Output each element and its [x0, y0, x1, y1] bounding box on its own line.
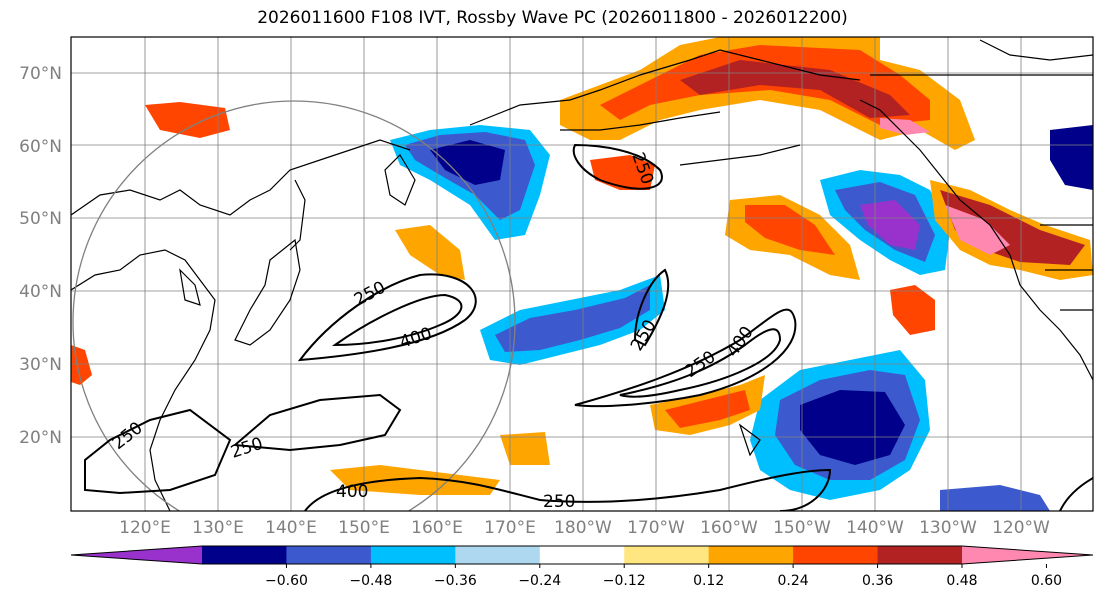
colorbar-tick-label: 0.60	[1031, 573, 1062, 589]
negative-anomaly-southeast-bottom	[940, 485, 1050, 511]
positive-anomaly-japan-sea	[395, 225, 465, 280]
colorbar-segment	[202, 546, 287, 564]
lat-label: 70°N	[19, 64, 62, 84]
positive-anomaly-bc-core	[940, 190, 1085, 265]
positive-anomaly-left-edge	[71, 345, 92, 385]
map-title: 2026011600 F108 IVT, Rossby Wave PC (202…	[257, 8, 848, 28]
latitude-labels: 70°N 60°N 50°N 40°N 30°N 20°N	[19, 64, 62, 448]
map-frame	[70, 36, 1094, 512]
ivt-contours	[84, 143, 1093, 511]
colorbar-tick-label: 0.48	[946, 573, 977, 589]
colorbar-extend-max	[962, 546, 1093, 564]
lon-label: 170°E	[484, 518, 536, 538]
negative-anomaly-hawaii-peak	[800, 390, 905, 465]
lat-label: 40°N	[19, 282, 62, 302]
positive-anomaly-small-west	[145, 102, 230, 138]
coastlines	[71, 39, 1093, 511]
colorbar-segment	[877, 546, 963, 564]
colorbar-tick-label: −0.36	[434, 573, 477, 589]
colorbar-segment	[708, 546, 794, 564]
lon-label: 120°W	[992, 518, 1050, 538]
lon-label: 170°W	[627, 518, 685, 538]
colorbar-segment	[793, 546, 879, 564]
lon-label: 160°W	[700, 518, 758, 538]
lat-label: 30°N	[19, 355, 62, 375]
lon-label: 150°W	[773, 518, 831, 538]
lon-label: 130°W	[919, 518, 977, 538]
reference-circle	[72, 100, 516, 511]
contour-label: 400	[336, 482, 368, 502]
positive-anomaly-central-pacific-core	[745, 205, 835, 255]
positive-anomaly-east-coast	[890, 285, 935, 335]
lon-label: 180°W	[554, 518, 612, 538]
lon-label: 160°E	[411, 518, 463, 538]
lat-label: 50°N	[19, 209, 62, 229]
colorbar-tick-label: 0.24	[778, 573, 809, 589]
colorbar-tick-label: −0.12	[603, 573, 646, 589]
colorbar: −0.60 −0.48 −0.36 −0.24 −0.12 0.12 0.24 0.36 0.4…	[70, 545, 1094, 589]
lon-label: 140°W	[846, 518, 904, 538]
colorbar-segment	[455, 546, 541, 564]
lat-label: 20°N	[19, 428, 62, 448]
lon-label: 130°E	[192, 518, 244, 538]
contour-label: 250	[543, 492, 575, 512]
colorbar-tick-label: −0.60	[265, 573, 308, 589]
colorbar-tick-label: −0.48	[349, 573, 392, 589]
colorbar-tick-label: 0.12	[693, 573, 724, 589]
longitude-labels: 120°E 130°E 140°E 150°E 160°E 170°E 180°…	[119, 518, 1050, 538]
lon-label: 140°E	[265, 518, 317, 538]
negative-anomaly-far-east	[1050, 125, 1093, 190]
colorbar-segment	[539, 546, 625, 564]
colorbar-segment	[624, 546, 710, 564]
positive-anomaly-alaska-max	[680, 60, 910, 118]
positive-anomaly-small-southwest	[500, 432, 550, 465]
positive-anomaly-southwest-band	[330, 465, 500, 495]
lon-label: 150°E	[338, 518, 390, 538]
lon-label: 120°E	[119, 518, 171, 538]
colorbar-extend-min	[71, 546, 202, 564]
positive-anomaly-bc-peak	[945, 205, 1010, 255]
colorbar-tick-label: −0.24	[518, 573, 561, 589]
colorbar-segment	[370, 546, 456, 564]
colorbar-tick-label: 0.36	[862, 573, 893, 589]
negative-anomaly-subtropical-core	[495, 285, 650, 352]
lat-label: 60°N	[19, 137, 62, 157]
colorbar-segment	[286, 546, 372, 564]
negative-anomaly-kamchatka-peak	[430, 140, 505, 185]
